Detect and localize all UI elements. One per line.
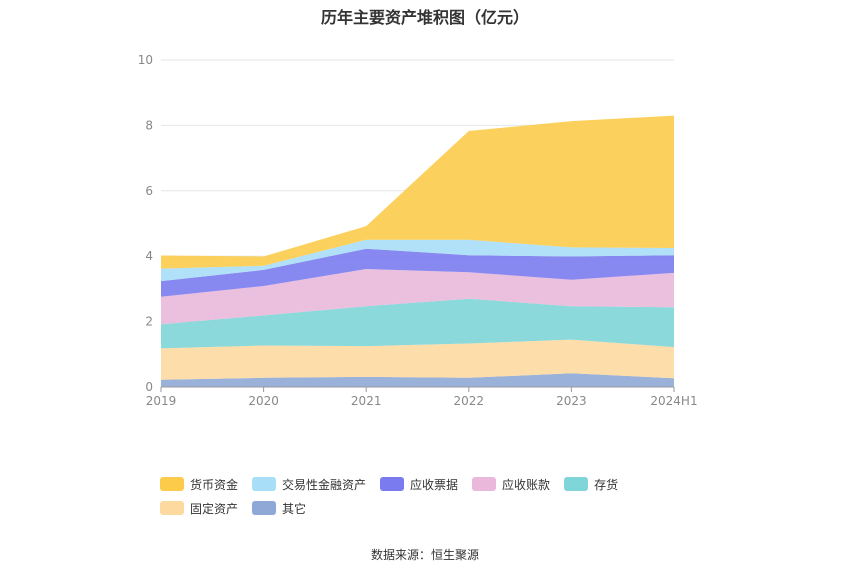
- legend-swatch: [252, 501, 277, 515]
- legend-item[interactable]: 交易性金融资产: [252, 472, 366, 496]
- legend-label: 存货: [594, 477, 619, 492]
- y-tick-label: 6: [145, 184, 153, 198]
- legend-swatch: [564, 477, 589, 491]
- legend-label: 交易性金融资产: [282, 477, 367, 492]
- y-tick-label: 4: [145, 249, 153, 263]
- legend-label: 应收票据: [410, 477, 459, 492]
- x-tick-label: 2024H1: [650, 394, 697, 408]
- x-tick-label: 2021: [351, 394, 382, 408]
- area-series: [161, 115, 674, 269]
- legend-item[interactable]: 应收票据: [380, 472, 458, 496]
- x-tick-label: 2020: [248, 394, 279, 408]
- y-tick-label: 2: [145, 315, 153, 329]
- legend-label: 货币资金: [190, 477, 239, 492]
- legend-item[interactable]: 存货: [564, 472, 618, 496]
- y-tick-label: 10: [138, 53, 153, 67]
- data-source: 数据来源：恒生聚源: [370, 548, 479, 562]
- legend-swatch: [252, 477, 277, 491]
- legend-label: 应收账款: [502, 477, 551, 492]
- area-series: [161, 298, 674, 349]
- area-series: [161, 269, 674, 325]
- legend-swatch: [472, 477, 497, 491]
- legend-item[interactable]: 固定资产: [160, 496, 238, 520]
- area-series: [161, 248, 674, 297]
- stacked-area-chart: 0 2 4 6 8 10 2019 2020 2021 2022 2023 2024H1: [138, 53, 698, 408]
- legend-item[interactable]: 其它: [252, 496, 306, 520]
- x-tick-label: 2023: [556, 394, 587, 408]
- legend-item[interactable]: 货币资金: [160, 472, 238, 496]
- legend-swatch: [380, 477, 405, 491]
- chart-title: 历年主要资产堆积图（亿元）: [320, 8, 529, 27]
- legend-swatch: [160, 477, 184, 491]
- chart-legend: 货币资金 交易性金融资产 应收票据 应收账款 存货固定资产 其它: [160, 472, 720, 520]
- area-series: [161, 239, 674, 282]
- x-tick-label: 2019: [146, 394, 177, 408]
- area-series: [161, 373, 674, 387]
- area-series: [161, 339, 674, 380]
- legend-swatch: [160, 501, 184, 515]
- legend-label: 其它: [282, 501, 307, 516]
- y-tick-label: 8: [145, 118, 153, 132]
- y-tick-label: 0: [145, 380, 153, 394]
- legend-label: 固定资产: [190, 501, 239, 516]
- x-tick-label: 2022: [454, 394, 485, 408]
- legend-item[interactable]: 应收账款: [472, 472, 550, 496]
